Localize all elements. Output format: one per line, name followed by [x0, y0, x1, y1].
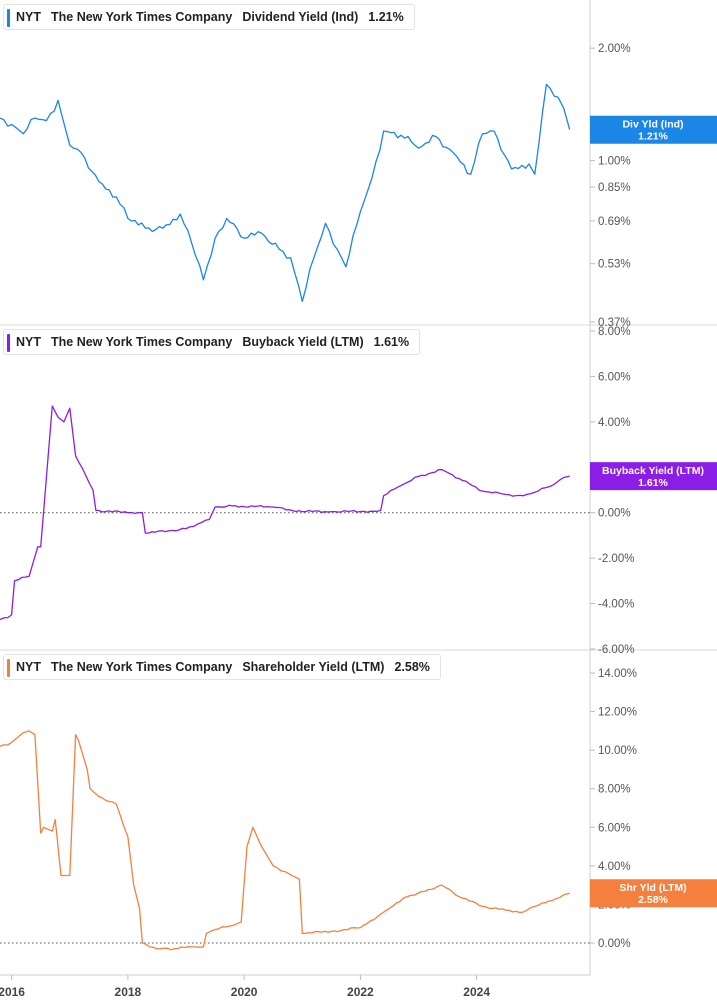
x-tick-label: 2024 [463, 985, 490, 999]
value-tag-value: 1.61% [638, 477, 668, 489]
value-tag: Shr Yld (LTM)2.58% [590, 879, 717, 908]
y-tick-label: 0.85% [598, 182, 631, 194]
legend-metric: Dividend Yield (Ind) [242, 10, 359, 24]
legend-company: The New York Times Company [51, 10, 233, 24]
legend-value: 1.21% [368, 10, 404, 24]
value-tag: Div Yld (Ind)1.21% [590, 115, 717, 144]
legend-company: The New York Times Company [51, 660, 233, 674]
series-line [0, 405, 570, 621]
legend-metric: Shareholder Yield (LTM) [242, 660, 385, 674]
y-tick-label: 6.00% [598, 822, 631, 834]
y-tick-label: 0.00% [598, 938, 631, 950]
y-tick-label: -6.00% [598, 644, 634, 656]
x-tick-label: 2022 [347, 985, 374, 999]
legend-metric: Buyback Yield (LTM) [242, 335, 364, 349]
y-tick-label: 8.00% [598, 784, 631, 796]
y-tick-label: 2.00% [598, 43, 631, 55]
legend-value: 2.58% [394, 660, 430, 674]
x-tick-label: 2016 [0, 985, 25, 999]
legend-dividend-yield: NYT The New York Times Company Dividend … [3, 4, 415, 30]
series-line [0, 83, 571, 303]
value-tags: Div Yld (Ind)1.21% Buyback Yield (LTM)1.6… [590, 115, 717, 908]
y-tick-label: 0.00% [598, 508, 631, 520]
value-tag: Buyback Yield (LTM)1.61% [590, 462, 717, 491]
y-tick-label: 4.00% [598, 861, 631, 873]
series-line [0, 730, 570, 951]
y-tick-label: 0.37% [598, 317, 631, 329]
legend-swatch [7, 659, 10, 677]
y-tick-label: 6.00% [598, 371, 631, 383]
y-tick-label: -4.00% [598, 599, 634, 611]
plot-area [0, 83, 590, 951]
y-tick-label: 4.00% [598, 417, 631, 429]
y-tick-label: 0.69% [598, 216, 631, 228]
legend-swatch [7, 9, 10, 27]
legend-company: The New York Times Company [51, 335, 233, 349]
y-axes: 0.37% 0.53% 0.69% 0.85% 1.00% 2.00% -6.00% -4.0… [589, 0, 637, 975]
legend-value: 1.61% [373, 335, 410, 349]
value-tag-label: Shr Yld (LTM) [619, 882, 686, 894]
y-tick-label: -2.00% [598, 553, 634, 565]
x-axis: 2016 2018 2020 2022 2024 [0, 974, 590, 999]
y-tick-label: 0.53% [598, 259, 631, 271]
value-tag-bg [590, 879, 717, 908]
y-tick-label: 8.00% [598, 326, 631, 338]
legend-buyback-yield: NYT The New York Times Company Buyback Y… [3, 329, 421, 355]
legend-shareholder-yield: NYT The New York Times Company Sharehold… [3, 654, 441, 680]
value-tag-label: Div Yld (Ind) [622, 119, 683, 131]
y-tick-label: 1.00% [598, 156, 631, 168]
value-tag-value: 2.58% [638, 894, 668, 906]
x-tick-label: 2020 [231, 985, 258, 999]
y-tick-label: 10.00% [598, 745, 637, 757]
legend-ticker: NYT [16, 10, 41, 24]
legend-ticker: NYT [16, 660, 41, 674]
legend-ticker: NYT [16, 335, 41, 349]
legend-swatch [7, 334, 10, 352]
value-tag-bg [590, 462, 717, 491]
y-tick-label: 14.00% [598, 668, 637, 680]
y-tick-label: 12.00% [598, 707, 637, 719]
value-tag-value: 1.21% [638, 131, 668, 143]
panel-dividers [0, 324, 717, 651]
value-tag-bg [590, 115, 717, 144]
value-tag-label: Buyback Yield (LTM) [602, 465, 704, 477]
x-tick-label: 2018 [115, 985, 142, 999]
